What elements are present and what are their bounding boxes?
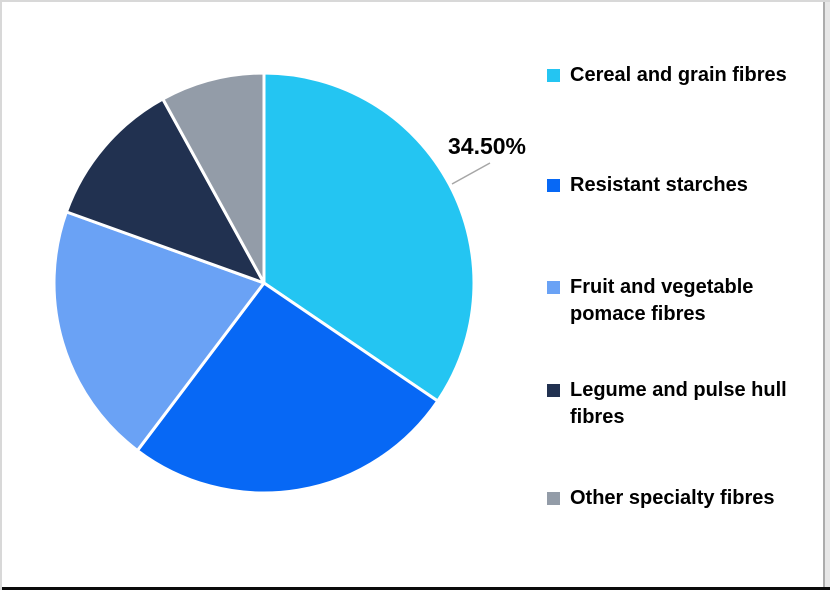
pie-slices — [52, 71, 476, 495]
legend-label: Cereal and grain fibres — [570, 64, 787, 86]
data-label-leader-line — [451, 162, 491, 185]
pie-slice — [52, 210, 266, 453]
legend-label: Other specialty fibres — [570, 487, 775, 509]
legend: Cereal and grain fibres Resistant starch… — [547, 2, 807, 588]
legend-item-resistant-starches: Resistant starches — [547, 172, 807, 199]
legend-item-cereal-and-grain-fibres: Cereal and grain fibres — [547, 62, 807, 89]
legend-label: Legume and pulse hull fibres — [570, 379, 787, 428]
legend-marker-swatch — [547, 492, 560, 505]
legend-item-legume-and-pulse-hull-fibres: Legume and pulse hull fibres — [547, 377, 807, 431]
legend-label: Fruit and vegetable pomace fibres — [570, 276, 754, 325]
legend-marker-swatch — [547, 69, 560, 82]
bottom-border-bar — [2, 587, 830, 590]
pie-slice — [64, 97, 266, 285]
right-border-line — [823, 2, 825, 589]
legend-marker-swatch — [547, 384, 560, 397]
legend-marker-swatch — [547, 281, 560, 294]
legend-label: Resistant starches — [570, 174, 748, 196]
legend-item-fruit-and-vegetable-pomace-fibres: Fruit and vegetable pomace fibres — [547, 274, 807, 328]
right-edge-strip — [825, 2, 830, 589]
legend-marker-swatch — [547, 179, 560, 192]
pie-slice — [262, 71, 476, 403]
legend-item-other-specialty-fibres: Other specialty fibres — [547, 485, 807, 512]
data-label: 34.50% — [448, 133, 527, 159]
pie-slice — [161, 71, 266, 285]
pie-slice — [135, 281, 440, 495]
